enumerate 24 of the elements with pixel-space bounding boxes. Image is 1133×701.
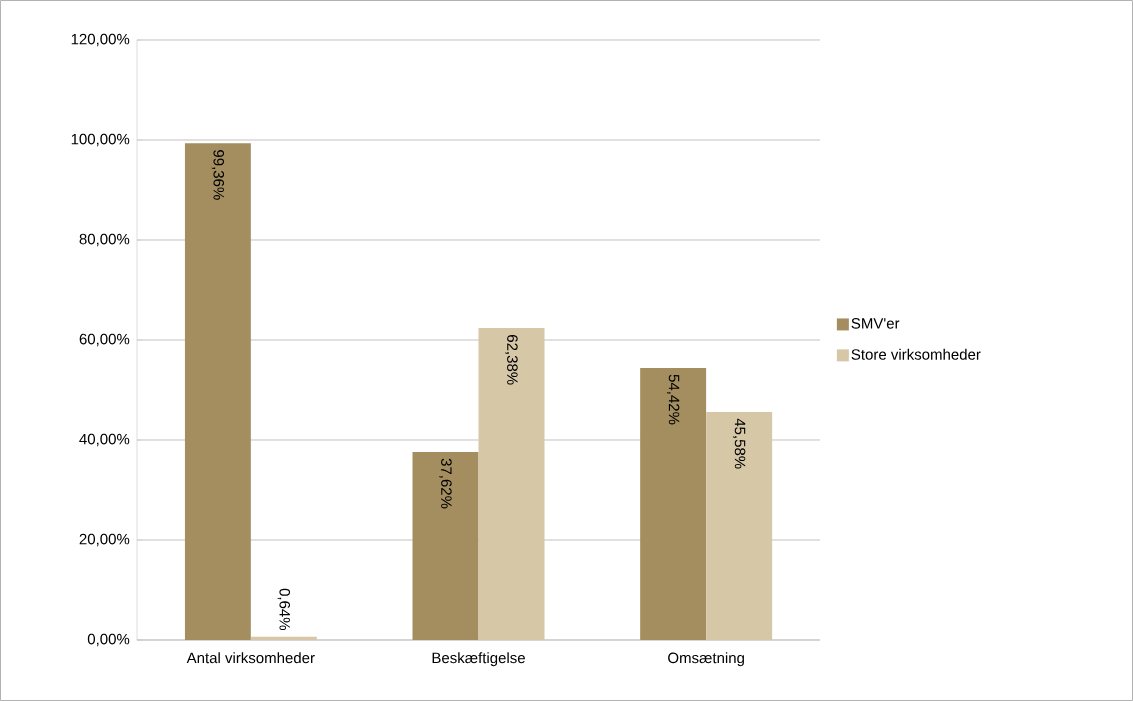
bar <box>478 328 545 640</box>
x-tick-label: Omsætning <box>668 652 744 667</box>
legend-label: SMV'er <box>851 318 900 329</box>
y-tick-label: 100,00% <box>71 133 130 147</box>
data-label: 99,36% <box>211 150 225 200</box>
data-label: 0,64% <box>277 588 291 631</box>
x-tick-label: Beskæftigelse <box>432 652 525 667</box>
data-label: 54,42% <box>666 374 680 425</box>
data-label: 37,62% <box>439 458 452 509</box>
x-tick-label: Antal virksomheder <box>186 652 315 664</box>
y-tick-label: 120,00% <box>71 33 130 47</box>
bar <box>706 412 773 640</box>
y-tick-label: 40,00% <box>79 433 130 447</box>
bar <box>412 451 479 640</box>
y-tick-label: 0,00% <box>87 633 130 647</box>
bar <box>640 367 707 640</box>
y-tick-label: 60,00% <box>79 333 130 347</box>
legend-label: Store virksomheder <box>851 348 981 360</box>
data-label: 45,58% <box>732 418 746 469</box>
y-tick-label: 20,00% <box>79 533 130 547</box>
bar <box>250 636 317 640</box>
y-tick-label: 80,00% <box>79 233 130 247</box>
bar <box>184 143 251 640</box>
data-label: 62,38% <box>505 335 518 385</box>
